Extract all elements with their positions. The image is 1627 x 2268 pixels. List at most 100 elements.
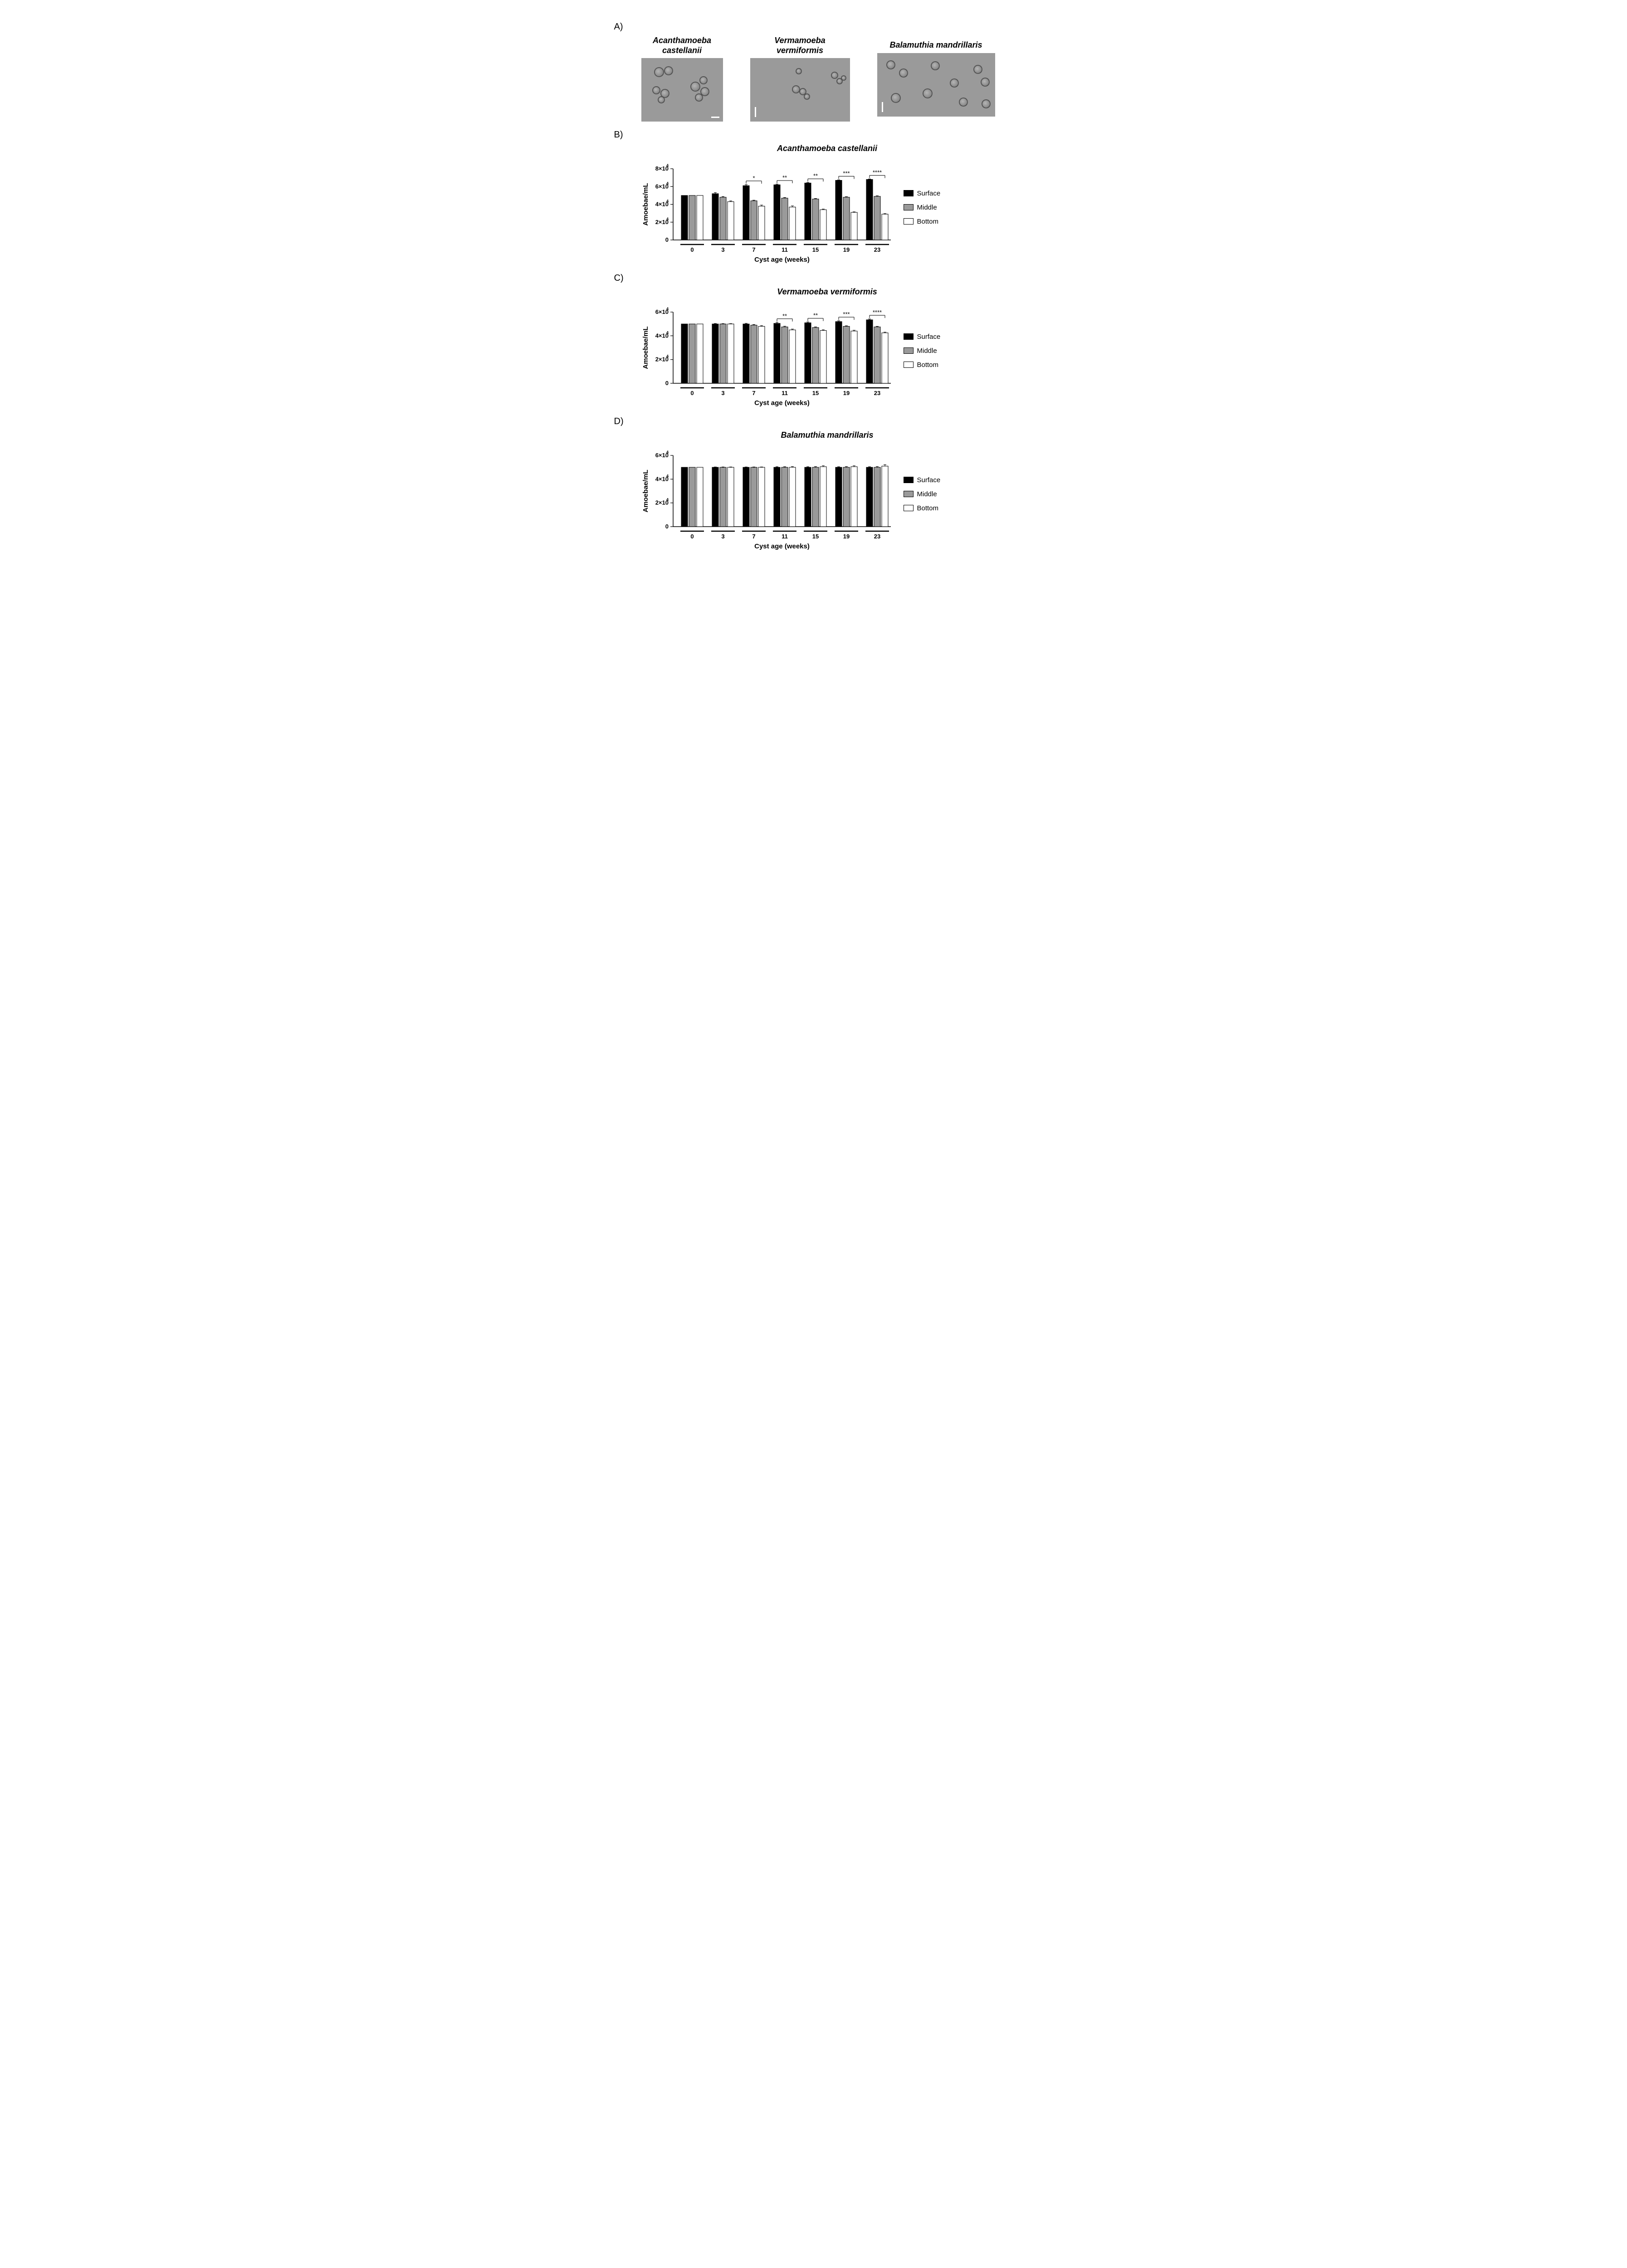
- svg-text:19: 19: [843, 246, 849, 253]
- legend-label-bottom: Bottom: [917, 504, 939, 512]
- micrograph-ac-title-l2: castellanii: [662, 46, 702, 55]
- chart-a-title: Acanthamoeba castellanii: [641, 144, 1013, 153]
- micrograph-vv-title-l1: Vermamoeba: [774, 36, 825, 45]
- svg-text:4: 4: [666, 199, 668, 204]
- legend-label-bottom: Bottom: [917, 361, 939, 369]
- legend-label-bottom: Bottom: [917, 218, 939, 225]
- legend-swatch-middle: [904, 204, 914, 210]
- svg-text:Cyst age (weeks): Cyst age (weeks): [754, 399, 810, 407]
- svg-text:4: 4: [666, 163, 668, 168]
- micrograph-ac-image: [641, 58, 723, 122]
- svg-text:11: 11: [782, 246, 788, 253]
- chart-a-svg: 02×1044×1046×1048×104Amoebae/mL037111519…: [641, 156, 895, 265]
- svg-text:23: 23: [874, 533, 880, 540]
- svg-text:***: ***: [843, 170, 850, 177]
- svg-text:0: 0: [665, 236, 668, 243]
- legend-label-middle: Middle: [917, 490, 937, 498]
- svg-text:**: **: [813, 172, 817, 179]
- svg-text:**: **: [813, 312, 817, 319]
- svg-text:**: **: [782, 174, 787, 181]
- svg-text:3: 3: [721, 390, 724, 396]
- svg-text:****: ****: [872, 309, 881, 316]
- svg-text:19: 19: [843, 533, 849, 540]
- chart-c-block: Balamuthia mandrillaris 02×1044×1046×104…: [641, 430, 1013, 552]
- figure-root: A) Acanthamoeba castellanii Verma: [614, 22, 1013, 552]
- legend-swatch-bottom: [904, 218, 914, 225]
- svg-text:***: ***: [843, 311, 850, 318]
- svg-text:**: **: [782, 313, 787, 319]
- panel-c-label: C): [614, 273, 1013, 284]
- micrograph-vv-title-l2: vermiformis: [777, 46, 823, 55]
- micrograph-ac: Acanthamoeba castellanii: [641, 36, 723, 122]
- chart-b-title: Vermamoeba vermiformis: [641, 287, 1013, 297]
- svg-text:15: 15: [812, 390, 818, 396]
- svg-text:23: 23: [874, 246, 880, 253]
- svg-text:Amoebae/mL: Amoebae/mL: [642, 470, 650, 513]
- svg-text:7: 7: [752, 533, 755, 540]
- micrograph-vv-image: [750, 58, 850, 122]
- svg-text:15: 15: [812, 533, 818, 540]
- svg-text:Amoebae/mL: Amoebae/mL: [642, 327, 650, 369]
- legend-b: Surface Middle Bottom: [904, 333, 941, 375]
- panel-a-label: A): [614, 22, 1013, 32]
- legend-item-middle: Middle: [904, 204, 941, 211]
- micrograph-vv-title: Vermamoeba vermiformis: [750, 36, 850, 55]
- micrograph-ac-title-l1: Acanthamoeba: [653, 36, 711, 45]
- svg-text:4: 4: [666, 450, 668, 455]
- legend-item-surface: Surface: [904, 476, 941, 484]
- svg-text:0: 0: [690, 533, 694, 540]
- svg-text:Amoebae/mL: Amoebae/mL: [642, 183, 650, 226]
- micrograph-ac-title: Acanthamoeba castellanii: [641, 36, 723, 55]
- chart-c-title: Balamuthia mandrillaris: [641, 430, 1013, 440]
- legend-label-surface: Surface: [917, 333, 941, 341]
- svg-text:4: 4: [666, 217, 668, 221]
- svg-text:0: 0: [690, 246, 694, 253]
- legend-swatch-surface: [904, 190, 914, 196]
- chart-b-block: Vermamoeba vermiformis 02×1044×1046×104A…: [641, 287, 1013, 408]
- legend-swatch-middle: [904, 491, 914, 497]
- svg-text:4: 4: [666, 498, 668, 502]
- svg-text:11: 11: [782, 533, 788, 540]
- svg-text:11: 11: [782, 390, 788, 396]
- legend-item-surface: Surface: [904, 190, 941, 197]
- svg-text:4: 4: [666, 474, 668, 479]
- chart-b-svg: 02×1044×1046×104Amoebae/mL03711151923***…: [641, 299, 895, 408]
- svg-text:19: 19: [843, 390, 849, 396]
- legend-item-bottom: Bottom: [904, 504, 941, 512]
- svg-text:0: 0: [690, 390, 694, 396]
- svg-text:3: 3: [721, 246, 724, 253]
- chart-a-block: Acanthamoeba castellanii 02×1044×1046×10…: [641, 144, 1013, 265]
- micrograph-bm: Balamuthia mandrillaris: [877, 36, 995, 117]
- svg-text:3: 3: [721, 533, 724, 540]
- svg-text:4: 4: [666, 307, 668, 311]
- legend-swatch-surface: [904, 333, 914, 340]
- legend-item-middle: Middle: [904, 490, 941, 498]
- legend-label-middle: Middle: [917, 204, 937, 211]
- legend-c: Surface Middle Bottom: [904, 476, 941, 518]
- legend-item-bottom: Bottom: [904, 218, 941, 225]
- legend-a: Surface Middle Bottom: [904, 190, 941, 232]
- legend-swatch-bottom: [904, 362, 914, 368]
- svg-text:Cyst age (weeks): Cyst age (weeks): [754, 543, 810, 550]
- svg-text:*: *: [752, 175, 755, 181]
- panel-a-row: Acanthamoeba castellanii Vermamoeba verm…: [641, 36, 1013, 122]
- legend-swatch-middle: [904, 347, 914, 354]
- legend-item-surface: Surface: [904, 333, 941, 341]
- panel-b-label: B): [614, 130, 1013, 140]
- svg-text:Cyst age (weeks): Cyst age (weeks): [754, 256, 810, 264]
- micrograph-bm-title-single: Balamuthia mandrillaris: [889, 40, 982, 49]
- legend-label-surface: Surface: [917, 476, 941, 484]
- legend-item-middle: Middle: [904, 347, 941, 355]
- svg-text:0: 0: [665, 380, 668, 386]
- micrograph-vv: Vermamoeba vermiformis: [750, 36, 850, 122]
- svg-text:7: 7: [752, 390, 755, 396]
- svg-text:4: 4: [666, 181, 668, 186]
- svg-text:4: 4: [666, 354, 668, 359]
- legend-swatch-bottom: [904, 505, 914, 511]
- panel-d-label: D): [614, 416, 1013, 427]
- micrograph-bm-title: Balamuthia mandrillaris: [877, 40, 995, 50]
- legend-item-bottom: Bottom: [904, 361, 941, 369]
- svg-text:****: ****: [872, 169, 881, 176]
- legend-label-surface: Surface: [917, 190, 941, 197]
- chart-c-svg: 02×1044×1046×104Amoebae/mL03711151923Cys…: [641, 443, 895, 552]
